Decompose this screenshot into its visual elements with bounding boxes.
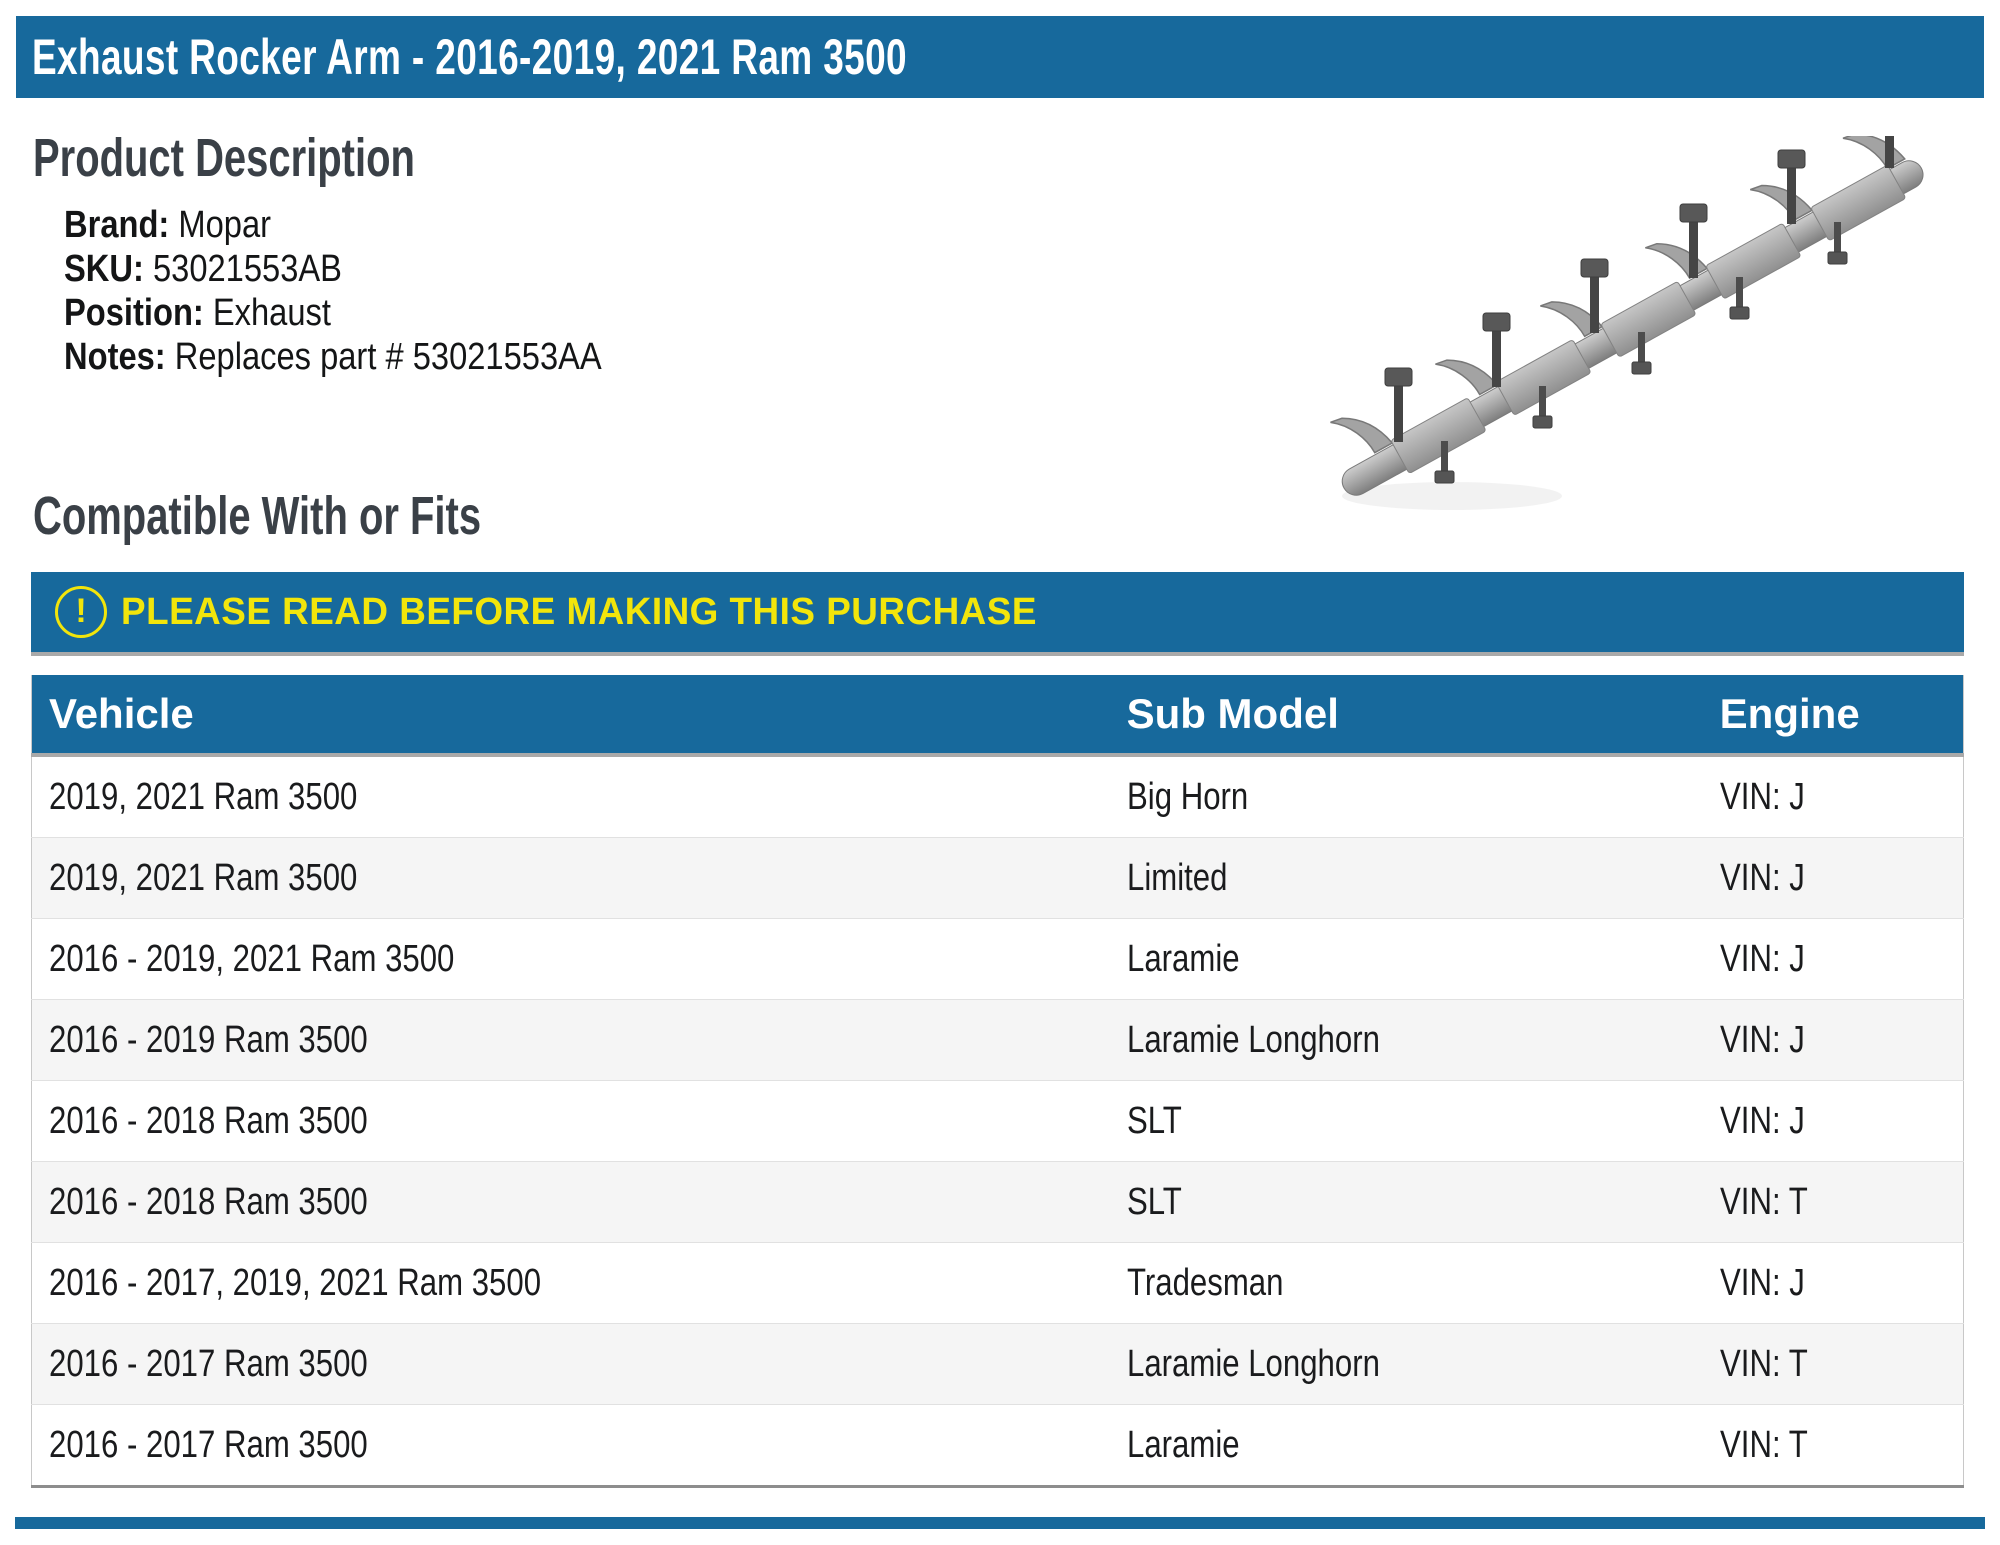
vehicle-cell: 2016 - 2017, 2019, 2021 Ram 3500 (49, 1261, 542, 1304)
detail-line: SKU: 53021553AB (64, 247, 689, 291)
detail-value: 53021553AB (152, 248, 342, 290)
table-row: 2016 - 2017 Ram 3500 Laramie Longhorn VIN:… (31, 1323, 1964, 1405)
submodel-cell: SLT (1126, 1099, 1182, 1142)
table-row: 2016 - 2019 Ram 3500 Laramie Longhorn VIN:… (31, 999, 1964, 1081)
engine-cell: VIN: J (1719, 1018, 1805, 1061)
table-row: 2019, 2021 Ram 3500 Limited VIN: J (31, 837, 1964, 919)
submodel-column-header: Sub Model (1109, 675, 1703, 757)
table-row: 2016 - 2019, 2021 Ram 3500 Laramie VIN: J (31, 918, 1964, 1000)
table-row: 2016 - 2018 Ram 3500 SLT VIN: J (31, 1080, 1964, 1162)
vehicle-cell: 2016 - 2018 Ram 3500 (49, 1099, 368, 1142)
submodel-cell: Laramie Longhorn (1126, 1342, 1380, 1385)
detail-label: Notes: (64, 336, 175, 378)
detail-value: Replaces part # 53021553AA (174, 336, 602, 378)
submodel-cell: Big Horn (1126, 775, 1248, 818)
table-row: 2016 - 2017, 2019, 2021 Ram 3500 Tradesma… (31, 1242, 1964, 1324)
submodel-cell: Laramie Longhorn (1126, 1018, 1380, 1061)
product-detail-list: Brand: Mopar SKU: 53021553AB Position: Exh… (64, 203, 689, 379)
vehicle-cell: 2016 - 2017 Ram 3500 (49, 1342, 368, 1385)
fitment-table-body: 2019, 2021 Ram 3500 Big Horn VIN: J 2019, 2… (31, 755, 1964, 1487)
engine-column-header: Engine (1702, 675, 1964, 757)
engine-cell: VIN: J (1719, 775, 1805, 818)
fitment-table: Vehicle Sub Model Engine 2019, 2021 Ram … (31, 675, 1964, 1488)
product-image (1322, 132, 1962, 536)
warning-banner: ! PLEASE READ BEFORE MAKING THIS PURCHAS… (31, 572, 1964, 656)
warning-text: PLEASE READ BEFORE MAKING THIS PURCHASE (121, 590, 1037, 633)
engine-cell: VIN: T (1719, 1423, 1808, 1466)
compatibility-heading: Compatible With or Fits (33, 486, 482, 546)
submodel-cell: Tradesman (1126, 1261, 1284, 1304)
engine-cell: VIN: T (1719, 1342, 1808, 1385)
title-bar: Exhaust Rocker Arm - 2016-2019, 2021 Ram… (16, 16, 1984, 98)
detail-value: Exhaust (212, 292, 331, 334)
detail-line: Position: Exhaust (64, 291, 689, 335)
engine-cell: VIN: T (1719, 1180, 1808, 1223)
vehicle-cell: 2019, 2021 Ram 3500 (49, 775, 358, 818)
submodel-cell: Laramie (1126, 937, 1240, 980)
vehicle-cell: 2016 - 2018 Ram 3500 (49, 1180, 368, 1223)
submodel-cell: Limited (1126, 856, 1228, 899)
rocker-arm-illustration (1330, 132, 1924, 510)
detail-label: SKU: (64, 248, 153, 290)
detail-value: Mopar (178, 204, 272, 246)
submodel-cell: Laramie (1126, 1423, 1240, 1466)
engine-cell: VIN: J (1719, 937, 1805, 980)
exclamation-circle-icon: ! (55, 586, 107, 638)
vehicle-cell: 2016 - 2019, 2021 Ram 3500 (49, 937, 455, 980)
bolt-icons (1384, 132, 1894, 484)
detail-label: Position: (64, 292, 213, 334)
vehicle-cell: 2016 - 2019 Ram 3500 (49, 1018, 368, 1061)
engine-cell: VIN: J (1719, 856, 1805, 899)
submodel-cell: SLT (1126, 1180, 1182, 1223)
table-header-row: Vehicle Sub Model Engine (31, 675, 1964, 757)
vehicle-cell: 2016 - 2017 Ram 3500 (49, 1423, 368, 1466)
page-title: Exhaust Rocker Arm - 2016-2019, 2021 Ram… (32, 29, 908, 85)
product-description-heading: Product Description (33, 128, 415, 188)
detail-line: Brand: Mopar (64, 203, 689, 247)
engine-cell: VIN: J (1719, 1099, 1805, 1142)
engine-cell: VIN: J (1719, 1261, 1805, 1304)
detail-line: Notes: Replaces part # 53021553AA (64, 335, 689, 379)
bottom-section-bar (15, 1517, 1985, 1529)
table-row: 2016 - 2018 Ram 3500 SLT VIN: T (31, 1161, 1964, 1243)
table-row: 2016 - 2017 Ram 3500 Laramie VIN: T (31, 1404, 1964, 1487)
table-row: 2019, 2021 Ram 3500 Big Horn VIN: J (31, 755, 1964, 838)
vehicle-cell: 2019, 2021 Ram 3500 (49, 856, 358, 899)
detail-label: Brand: (64, 204, 179, 246)
vehicle-column-header: Vehicle (31, 675, 1110, 757)
